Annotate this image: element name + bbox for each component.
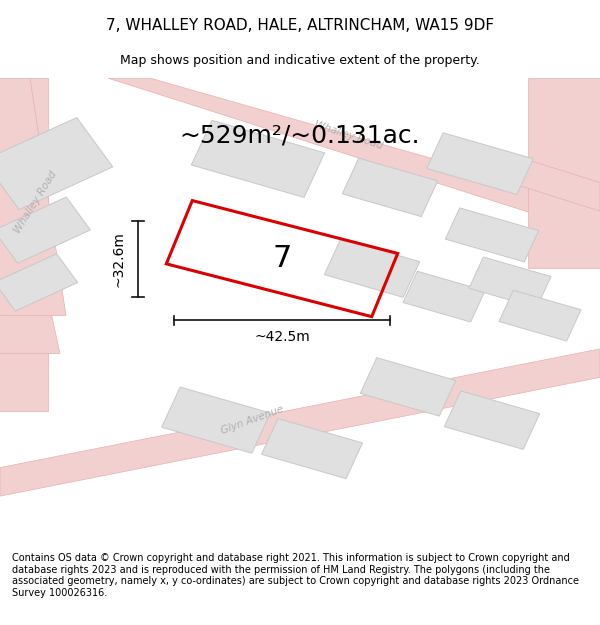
- Polygon shape: [108, 78, 600, 235]
- Polygon shape: [445, 391, 539, 449]
- Polygon shape: [0, 254, 77, 311]
- Text: 7: 7: [272, 244, 292, 273]
- Polygon shape: [0, 118, 113, 209]
- Text: Whalley Road: Whalley Road: [13, 169, 59, 234]
- Polygon shape: [0, 78, 60, 354]
- Polygon shape: [0, 78, 66, 316]
- Polygon shape: [161, 387, 271, 453]
- Text: 7, WHALLEY ROAD, HALE, ALTRINCHAM, WA15 9DF: 7, WHALLEY ROAD, HALE, ALTRINCHAM, WA15 …: [106, 18, 494, 32]
- Text: ~529m²/~0.131ac.: ~529m²/~0.131ac.: [179, 123, 421, 147]
- Polygon shape: [469, 257, 551, 308]
- Polygon shape: [528, 78, 600, 268]
- Polygon shape: [0, 197, 91, 263]
- Polygon shape: [499, 290, 581, 341]
- Text: ~32.6m: ~32.6m: [112, 231, 126, 286]
- Polygon shape: [361, 357, 455, 416]
- Polygon shape: [480, 144, 600, 211]
- Polygon shape: [427, 132, 533, 194]
- Text: Contains OS data © Crown copyright and database right 2021. This information is : Contains OS data © Crown copyright and d…: [12, 553, 579, 598]
- Text: Map shows position and indicative extent of the property.: Map shows position and indicative extent…: [120, 54, 480, 68]
- Polygon shape: [191, 120, 325, 198]
- Polygon shape: [0, 349, 600, 496]
- Polygon shape: [262, 419, 362, 479]
- Text: Whalley Road: Whalley Road: [313, 119, 383, 151]
- Polygon shape: [0, 78, 48, 411]
- Text: Glyn Avenue: Glyn Avenue: [219, 404, 285, 436]
- Polygon shape: [325, 239, 419, 298]
- Polygon shape: [445, 208, 539, 262]
- Text: ~42.5m: ~42.5m: [254, 330, 310, 344]
- Polygon shape: [403, 271, 485, 322]
- Polygon shape: [343, 158, 437, 217]
